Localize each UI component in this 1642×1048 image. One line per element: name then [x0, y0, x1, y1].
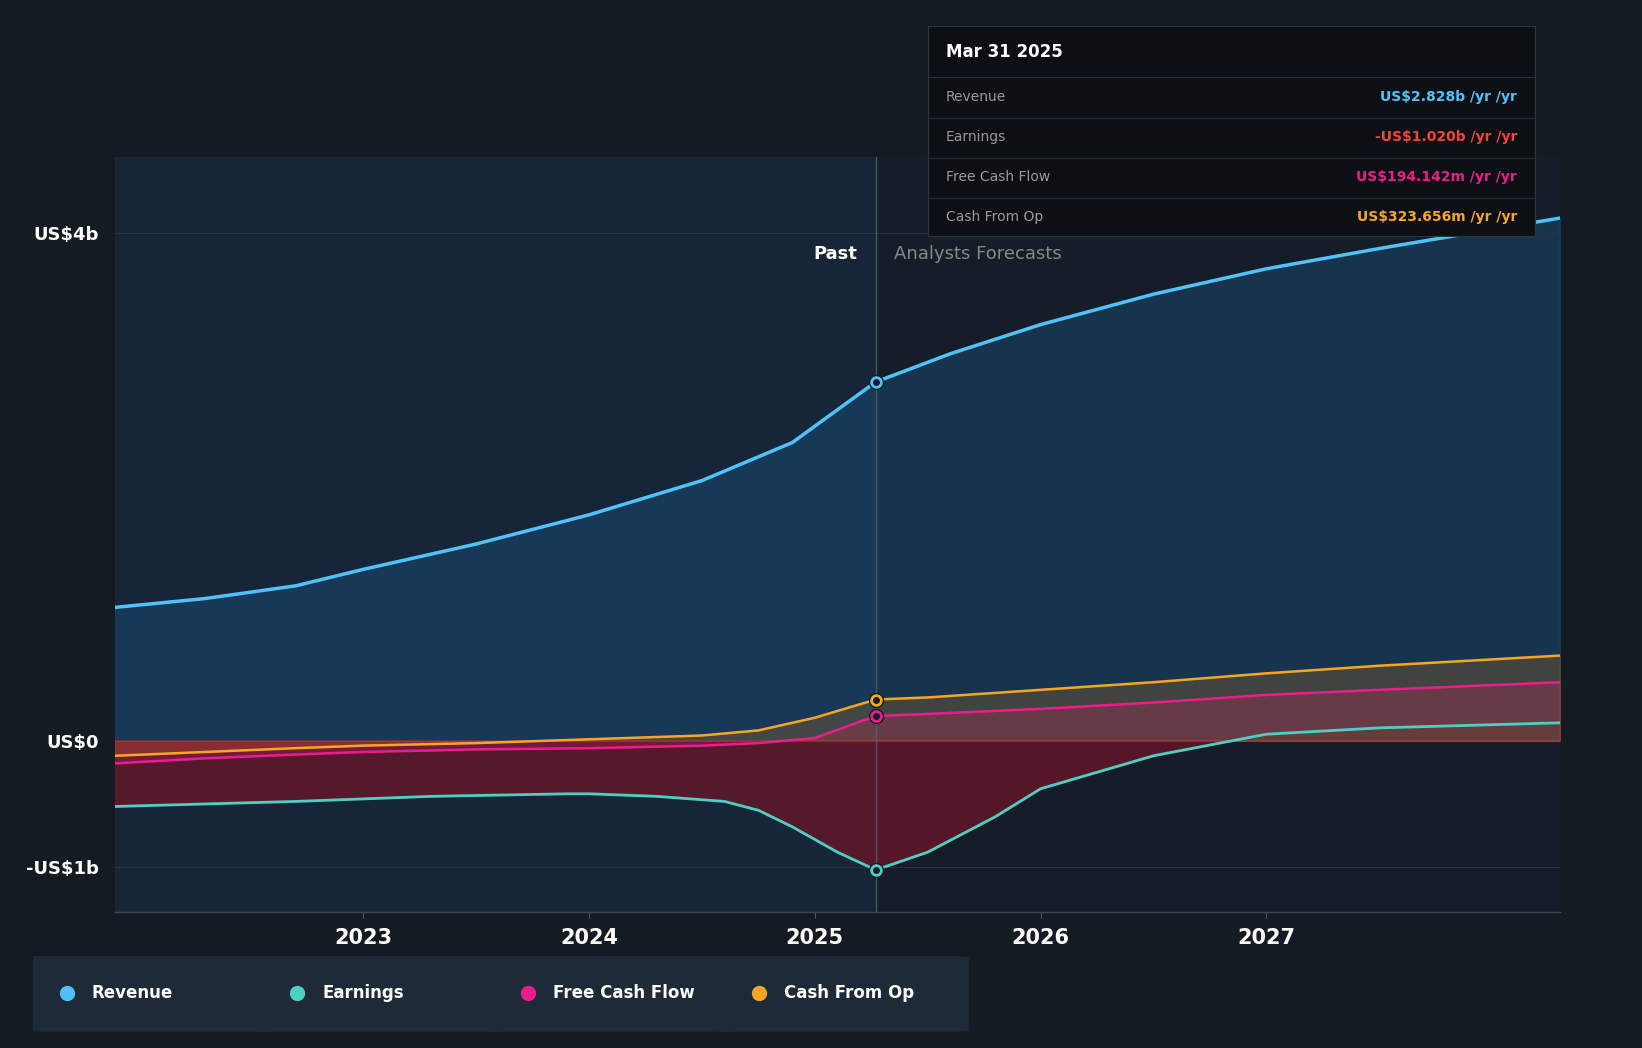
Text: US$2.828b /yr /yr: US$2.828b /yr /yr [1381, 90, 1517, 105]
Bar [115, 157, 875, 912]
Text: Revenue: Revenue [92, 984, 172, 1002]
Text: Cash From Op: Cash From Op [785, 984, 915, 1002]
Text: Free Cash Flow: Free Cash Flow [946, 170, 1051, 184]
Text: US$194.142m /yr /yr: US$194.142m /yr /yr [1356, 170, 1517, 184]
Text: Earnings: Earnings [322, 984, 404, 1002]
Text: Free Cash Flow: Free Cash Flow [553, 984, 695, 1002]
Text: Earnings: Earnings [946, 130, 1007, 145]
Text: Revenue: Revenue [946, 90, 1007, 105]
FancyBboxPatch shape [20, 956, 276, 1031]
Text: US$323.656m /yr /yr: US$323.656m /yr /yr [1356, 210, 1517, 224]
Text: Cash From Op: Cash From Op [946, 210, 1043, 224]
Bar [875, 157, 1560, 912]
FancyBboxPatch shape [713, 956, 969, 1031]
FancyBboxPatch shape [251, 956, 507, 1031]
Text: -US$1.020b /yr /yr: -US$1.020b /yr /yr [1374, 130, 1517, 145]
FancyBboxPatch shape [483, 956, 737, 1031]
Text: Mar 31 2025: Mar 31 2025 [946, 43, 1062, 61]
Text: Past: Past [814, 244, 857, 263]
Text: Analysts Forecasts: Analysts Forecasts [893, 244, 1062, 263]
